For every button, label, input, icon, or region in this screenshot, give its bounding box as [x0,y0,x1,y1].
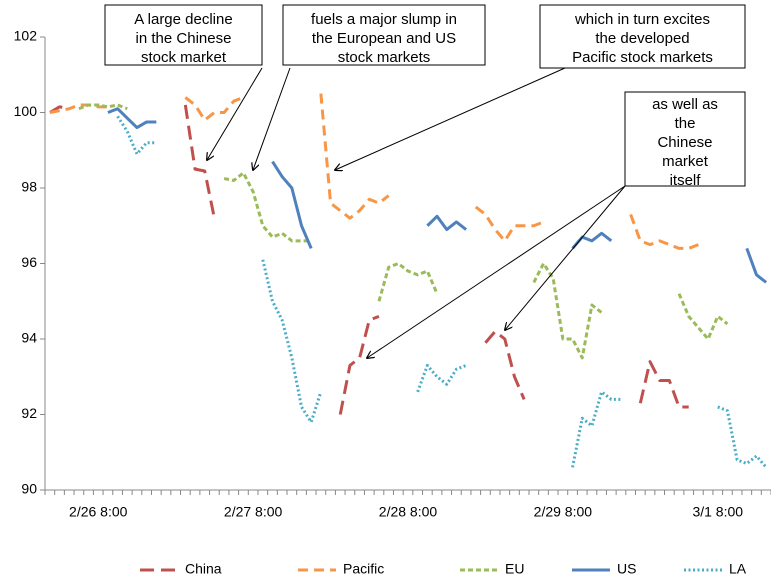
series-line [78,103,729,360]
annotation-text: the developed [595,30,689,47]
arrow [505,185,626,330]
annotation-text: fuels a major slump in [311,11,457,28]
x-tick-label: 2/28 8:00 [379,504,438,520]
annotation-text: which in turn excites [574,11,710,28]
x-tick-label: 2/27 8:00 [224,504,283,520]
x-tick-label: 2/29 8:00 [534,504,593,520]
annotation-text: Chinese [657,134,712,151]
y-tick-label: 92 [21,405,37,421]
annotations: A large decline in the Chinese stock marke… [104,4,746,358]
annotation-text: the [675,115,696,132]
y-tick-label: 90 [21,481,37,497]
annotation-text: the European and US [312,30,456,47]
legend-label: China [185,561,222,577]
legend: China Pacific EU US LA [140,561,747,577]
annotation-box [104,4,263,66]
plot-area: 90 92 94 96 98 100 102 2/26 8:00 2/27 8:00 2/28 8… [14,28,771,520]
arrow [253,67,291,170]
annotation-box [282,4,486,66]
y-tick-label: 98 [21,179,37,195]
arrow [367,185,626,358]
legend-label: LA [729,561,747,577]
legend-label: US [617,561,636,577]
y-tick-label: 94 [21,330,37,346]
annotation-text: as well as [652,96,718,113]
legend-label: Pacific [343,561,384,577]
x-tick-label: 3/1 8:00 [692,504,743,520]
arrow [335,67,566,170]
y-tick-label: 100 [14,103,38,119]
y-tick-label: 102 [14,28,38,44]
annotation-text: A large decline [134,11,232,28]
legend-label: EU [505,561,524,577]
series-line [49,104,689,415]
annotation-text: market [662,153,709,170]
annotation-text: itself [670,172,702,189]
x-tick-label: 2/26 8:00 [69,504,128,520]
y-tick-label: 96 [21,254,37,270]
annotation-box [624,91,746,187]
series-line [107,107,768,284]
annotation-text: stock market [141,49,227,66]
arrow [207,67,263,160]
annotation-text: stock markets [338,49,431,66]
annotation-text: in the Chinese [136,30,232,47]
annotation-text: Pacific stock markets [572,49,713,66]
annotation-box [539,4,746,69]
